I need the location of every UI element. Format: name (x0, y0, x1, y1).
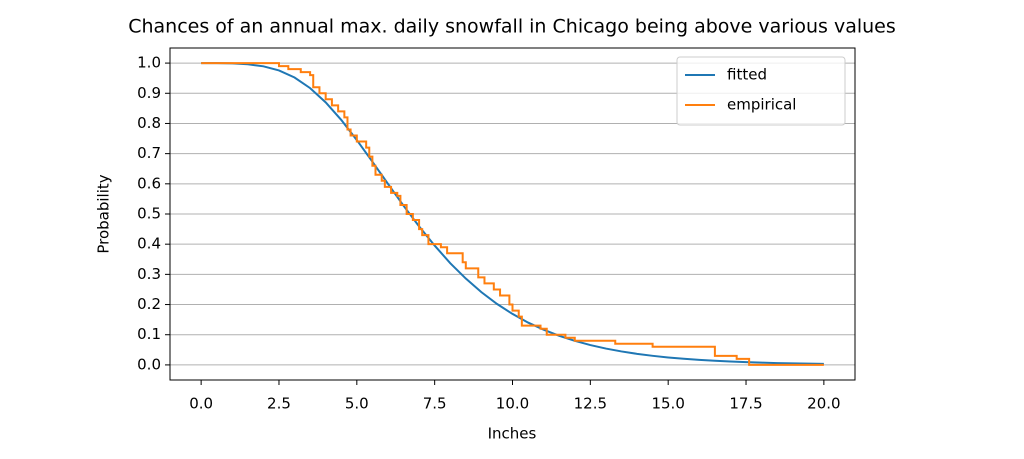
x-tick-label: 5.0 (345, 395, 369, 413)
line-series (201, 62, 824, 366)
y-tick-label: 0.7 (137, 144, 161, 162)
legend-box (676, 56, 846, 126)
x-tick-label: 2.5 (267, 395, 291, 413)
x-tick-label: 0.0 (189, 395, 213, 413)
line-series (201, 62, 824, 365)
chart-title: Chances of an annual max. daily snowfall… (128, 16, 896, 38)
y-tick-label: 0.3 (137, 265, 161, 283)
x-axis-label: Inches (488, 425, 537, 443)
x-tick-label: 20.0 (807, 395, 840, 413)
y-tick-label: 0.4 (137, 235, 161, 253)
legend-label: empirical (727, 96, 796, 114)
x-tick-label: 12.5 (574, 395, 607, 413)
y-tick-label: 0.8 (137, 114, 161, 132)
legend-label: fitted (727, 66, 767, 84)
plot-frame (169, 47, 856, 381)
x-tick-label: 17.5 (729, 395, 762, 413)
y-tick-label: 0.6 (137, 174, 161, 192)
y-tick-label: 0.0 (137, 355, 161, 373)
y-tick-label: 0.1 (137, 325, 161, 343)
y-tick-label: 0.9 (137, 84, 161, 102)
x-tick-label: 10.0 (496, 395, 529, 413)
y-tick-label: 0.5 (137, 205, 161, 223)
y-axis-label: Probability (95, 174, 113, 253)
x-tick-label: 7.5 (423, 395, 447, 413)
y-tick-label: 1.0 (137, 54, 161, 72)
y-tick-label: 0.2 (137, 295, 161, 313)
x-tick-label: 15.0 (651, 395, 684, 413)
